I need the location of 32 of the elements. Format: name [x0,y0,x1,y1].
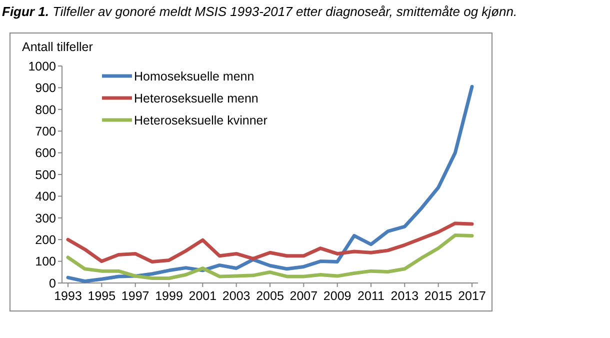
y-tick-label: 700 [35,124,56,138]
y-axis-title: Antall tilfeller [22,40,93,54]
legend-label: Heteroseksuelle menn [134,91,258,106]
x-tick-label: 1993 [54,289,82,303]
x-tick-label: 2007 [290,289,318,303]
x-tick-label: 2001 [188,289,217,303]
y-tick-label: 500 [35,168,56,182]
y-tick-label: 300 [35,211,56,226]
y-tick-label: 600 [35,146,56,160]
x-tick-label: 2015 [424,289,452,303]
x-tick-label: 1997 [121,289,150,303]
line-series [66,84,474,284]
line-series [66,234,474,280]
y-tick-label: 400 [35,190,56,204]
x-tick-label: 1999 [155,289,183,303]
x-tick-label: 2013 [390,289,419,303]
y-tick-label: 900 [35,81,56,96]
y-tick-label: 800 [35,102,56,117]
x-tick-label: 2005 [256,289,284,303]
line-series [66,222,474,264]
y-tick-label: 0 [49,276,56,290]
x-tick-label: 2009 [323,289,352,303]
x-tick-label: 2017 [458,289,486,303]
y-tick-label: 200 [35,232,56,247]
y-tick-label: 1000 [28,59,56,74]
legend-label: Heteroseksuelle kvinner [134,113,268,128]
chart-title: Figur 1. Tilfeller av gonoré meldt MSIS 1993-2017 etter diagnoseår, smittemåte og kjønn. [2,4,518,19]
y-tick-label: 100 [35,254,56,269]
x-tick-label: 2011 [358,289,384,303]
x-tick-label: 1995 [88,289,116,303]
x-tick-label: 2003 [222,289,250,303]
legend-label: Homoseksuelle menn [134,69,254,84]
